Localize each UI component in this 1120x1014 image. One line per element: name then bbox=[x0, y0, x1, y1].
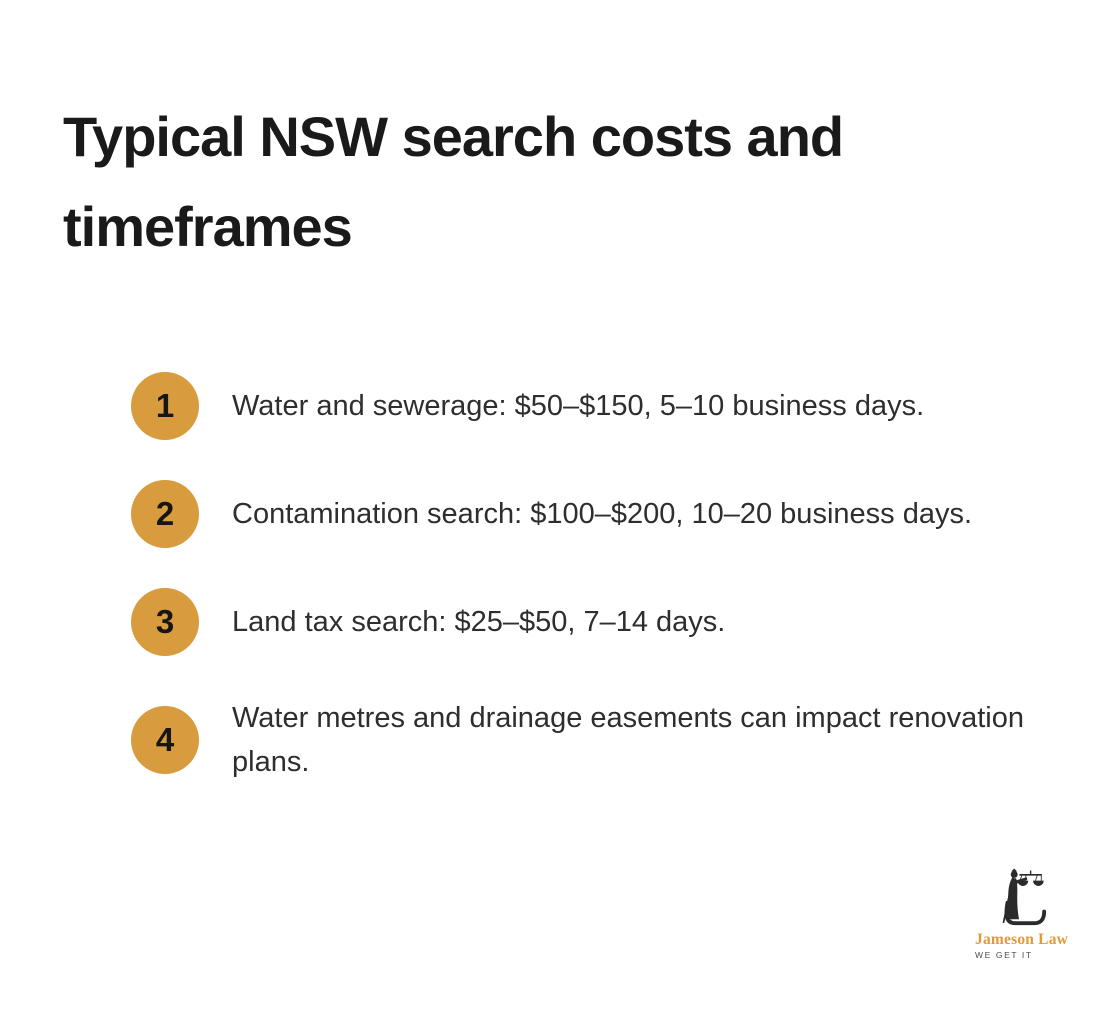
list-item: 1 Water and sewerage: $50–$150, 5–10 bus… bbox=[131, 372, 1031, 440]
number-badge: 1 bbox=[131, 372, 199, 440]
list-item: 2 Contamination search: $100–$200, 10–20… bbox=[131, 480, 1031, 548]
list-item-text: Water metres and drainage easements can … bbox=[232, 702, 1025, 778]
number-badge: 2 bbox=[131, 480, 199, 548]
list-item-text: Contamination search: $100–$200, 10–20 b… bbox=[232, 498, 973, 530]
search-costs-list: 1 Water and sewerage: $50–$150, 5–10 bus… bbox=[131, 372, 1031, 824]
number-badge: 4 bbox=[131, 706, 199, 774]
lady-justice-scales-icon bbox=[1002, 868, 1047, 926]
brand-tagline: WE GET IT bbox=[975, 950, 1033, 960]
list-item-text: Land tax search: $25–$50, 7–14 days. bbox=[232, 606, 726, 638]
list-item: 4 Water metres and drainage easements ca… bbox=[131, 696, 1031, 784]
page-title: Typical NSW search costs and timeframes bbox=[63, 105, 844, 258]
list-item: 3 Land tax search: $25–$50, 7–14 days. bbox=[131, 588, 1031, 656]
number-badge: 3 bbox=[131, 588, 199, 656]
jameson-law-logo: Jameson Law WE GET IT bbox=[975, 868, 1085, 960]
brand-name: Jameson Law bbox=[975, 931, 1069, 948]
list-item-text: Water and sewerage: $50–$150, 5–10 busin… bbox=[232, 390, 925, 422]
